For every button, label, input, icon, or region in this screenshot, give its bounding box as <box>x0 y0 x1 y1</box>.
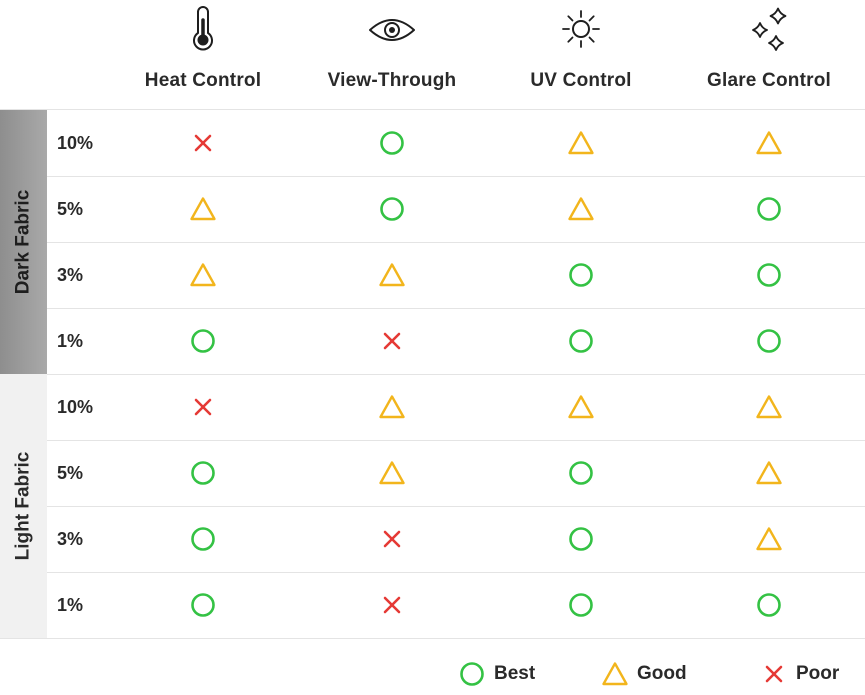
openness-label: 1% <box>57 595 84 615</box>
table-row: 10% <box>47 110 865 177</box>
fabric-group: Dark Fabric 10% 5% 3% 1% <box>0 110 865 375</box>
legend-circle-icon <box>458 660 486 688</box>
legend-triangle-icon <box>601 660 629 688</box>
legend-label: Best <box>494 663 536 684</box>
fabric-group-label-text: Dark Fabric <box>12 189 34 295</box>
fabric-group: Light Fabric 10% 5% 3% 1% <box>0 374 865 638</box>
table-header: Heat Control View-Through UV Control Glare … <box>0 0 865 110</box>
good-triangle-icon <box>362 242 422 308</box>
table-row: 1% <box>47 308 865 375</box>
rating-grid: Dark Fabric 10% 5% 3% 1% Light Fabric 10% 5% 3% 1… <box>0 110 865 639</box>
best-circle-icon <box>173 440 233 506</box>
sparkle-icon <box>743 6 795 59</box>
best-circle-icon <box>362 176 422 242</box>
legend-cross-icon <box>760 660 788 688</box>
best-circle-icon <box>739 572 799 638</box>
legend: Best Good Poor <box>0 655 865 695</box>
column-header-label: Heat Control <box>144 70 262 91</box>
column-header: Heat Control <box>109 0 297 110</box>
good-triangle-icon <box>173 176 233 242</box>
best-circle-icon <box>173 572 233 638</box>
best-circle-icon <box>362 110 422 176</box>
fabric-group-label: Dark Fabric <box>0 110 47 374</box>
good-triangle-icon <box>739 440 799 506</box>
legend-item: Poor <box>760 659 839 689</box>
column-header: UV Control <box>487 0 675 110</box>
legend-item: Best <box>458 659 535 689</box>
legend-item: Good <box>601 659 687 689</box>
table-row: 3% <box>47 242 865 309</box>
good-triangle-icon <box>551 110 611 176</box>
column-header: View-Through <box>298 0 486 110</box>
best-circle-icon <box>551 440 611 506</box>
best-circle-icon <box>173 506 233 572</box>
good-triangle-icon <box>551 176 611 242</box>
column-header-label: UV Control <box>530 70 632 91</box>
table-row: 5% <box>47 440 865 507</box>
openness-label: 5% <box>57 463 84 483</box>
good-triangle-icon <box>739 506 799 572</box>
good-triangle-icon <box>739 110 799 176</box>
poor-cross-icon <box>362 308 422 374</box>
table-row: 5% <box>47 176 865 243</box>
thermometer-icon <box>183 6 223 57</box>
column-header-label: View-Through <box>327 70 457 91</box>
header-divider <box>0 109 865 110</box>
sun-icon <box>557 6 605 57</box>
table-row: 1% <box>47 572 865 638</box>
best-circle-icon <box>173 308 233 374</box>
fabric-group-label: Light Fabric <box>0 374 47 638</box>
legend-label: Poor <box>796 663 840 684</box>
best-circle-icon <box>739 176 799 242</box>
best-circle-icon <box>551 242 611 308</box>
best-circle-icon <box>739 242 799 308</box>
best-circle-icon <box>551 506 611 572</box>
openness-label: 3% <box>57 265 84 285</box>
good-triangle-icon <box>739 374 799 440</box>
poor-cross-icon <box>173 374 233 440</box>
poor-cross-icon <box>362 572 422 638</box>
poor-cross-icon <box>173 110 233 176</box>
openness-label: 3% <box>57 529 84 549</box>
column-header-label: Glare Control <box>706 70 831 91</box>
good-triangle-icon <box>362 440 422 506</box>
good-triangle-icon <box>173 242 233 308</box>
poor-cross-icon <box>362 506 422 572</box>
grid-bottom-divider <box>0 638 865 639</box>
column-header: Glare Control <box>675 0 863 110</box>
fabric-group-label-text: Light Fabric <box>12 451 34 561</box>
best-circle-icon <box>551 572 611 638</box>
best-circle-icon <box>551 308 611 374</box>
good-triangle-icon <box>551 374 611 440</box>
best-circle-icon <box>739 308 799 374</box>
good-triangle-icon <box>362 374 422 440</box>
openness-label: 1% <box>57 331 84 351</box>
table-row: 3% <box>47 506 865 573</box>
openness-label: 5% <box>57 199 84 219</box>
eye-icon <box>366 6 418 57</box>
table-row: 10% <box>47 374 865 441</box>
legend-label: Good <box>637 663 687 684</box>
openness-label: 10% <box>57 397 94 417</box>
openness-label: 10% <box>57 133 94 153</box>
